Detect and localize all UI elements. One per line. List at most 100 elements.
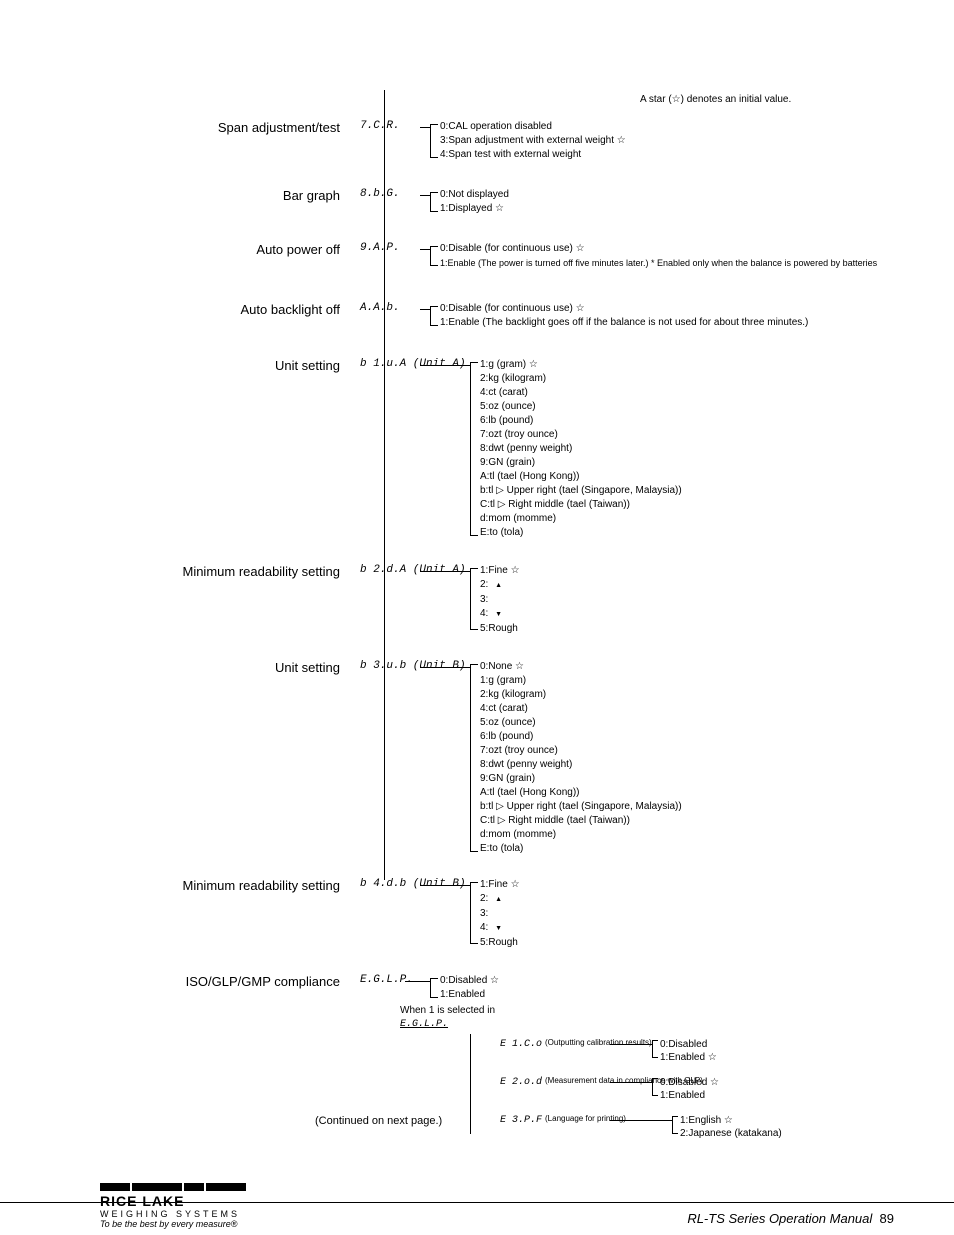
- option-line: 4:: [480, 921, 900, 936]
- option-line: 3:: [480, 593, 900, 607]
- option-line: 9:GN (grain): [480, 456, 900, 470]
- item-code: b 2.d.A (Unit A): [360, 564, 466, 576]
- item-options: 0:CAL operation disabled3:Span adjustmen…: [440, 120, 900, 162]
- item-code: b 1.u.A (Unit A): [360, 358, 466, 370]
- item-code: b 3.u.b (Unit B): [360, 660, 466, 672]
- option-line: 3:Span adjustment with external weight ☆: [440, 134, 900, 148]
- option-line: 2:Japanese (katakana): [680, 1127, 782, 1140]
- sub-options: 0:Disabled1:Enabled ☆: [660, 1038, 717, 1064]
- item-options: 0:Disable (for continuous use) ☆1:Enable…: [440, 302, 900, 330]
- option-line: 0:Not displayed: [440, 188, 900, 202]
- page-footer: RICE LAKE WEIGHING SYSTEMS To be the bes…: [0, 1202, 954, 1207]
- option-line: 8:dwt (penny weight): [480, 758, 900, 772]
- option-line: 1:Enable (The backlight goes off if the …: [440, 316, 900, 330]
- option-line: C:tl ▷ Right middle (tael (Taiwan)): [480, 814, 900, 828]
- menu-item: Span adjustment/test 7.C.R. 0:CAL operatio…: [160, 120, 900, 170]
- option-line: 2:: [480, 892, 900, 907]
- option-line: 4:Span test with external weight: [440, 148, 900, 162]
- option-line: 1:Enabled: [660, 1089, 719, 1102]
- item-options: 1:Fine ☆2: 3:4: 5:Rough: [480, 878, 900, 950]
- option-line: 0:Disable (for continuous use) ☆: [440, 242, 900, 256]
- option-line: 5:oz (ounce): [480, 716, 900, 730]
- menu-item: Unit setting b 1.u.A (Unit A) 1:g (gram) ☆…: [160, 358, 900, 546]
- item-options: 0:None ☆1:g (gram)2:kg (kilogram)4:ct (c…: [480, 660, 900, 856]
- menu-item: Bar graph 8.b.G. 0:Not displayed1:Displaye…: [160, 188, 900, 224]
- manual-title: RL-TS Series Operation Manual: [687, 1211, 872, 1226]
- option-line: 7:ozt (troy ounce): [480, 744, 900, 758]
- item-label: Auto power off: [160, 242, 350, 257]
- page-number: 89: [880, 1211, 894, 1226]
- sub-options: 1:English ☆2:Japanese (katakana): [680, 1114, 782, 1140]
- option-line: 9:GN (grain): [480, 772, 900, 786]
- item-label: Span adjustment/test: [160, 120, 350, 135]
- item-options: 0:Disable (for continuous use) ☆1:Enable…: [440, 242, 900, 270]
- item-options: 1:Fine ☆2: 3:4: 5:Rough: [480, 564, 900, 636]
- menu-item-glp: ISO/GLP/GMP compliance E.G.L.P. 0:Disabled…: [160, 974, 900, 1154]
- brand-tagline: To be the best by every measure®: [100, 1219, 290, 1229]
- option-line: 1:Displayed ☆: [440, 202, 900, 216]
- item-label: Minimum readability setting: [160, 878, 350, 893]
- option-line: 0:None ☆: [480, 660, 900, 674]
- option-line: 4:: [480, 607, 900, 622]
- brand-sub: WEIGHING SYSTEMS: [100, 1209, 290, 1219]
- option-line: 0:Disable (for continuous use) ☆: [440, 302, 900, 316]
- sub-code: E 1.C.o: [500, 1038, 542, 1052]
- option-line: A:tl (tael (Hong Kong)): [480, 786, 900, 800]
- option-line: 0:Disabled ☆: [660, 1076, 719, 1089]
- sub-desc: (Language for printing): [545, 1114, 626, 1123]
- brand-name: RICE LAKE: [100, 1193, 290, 1209]
- option-line: 2:kg (kilogram): [480, 372, 900, 386]
- option-line: b:tl ▷ Upper right (tael (Singapore, Mal…: [480, 800, 900, 814]
- item-label: Minimum readability setting: [160, 564, 350, 579]
- option-line: 0:CAL operation disabled: [440, 120, 900, 134]
- option-line: E:to (tola): [480, 842, 900, 856]
- option-line: 4:ct (carat): [480, 702, 900, 716]
- item-code: 9.A.P.: [360, 242, 400, 254]
- option-line: d:mom (momme): [480, 828, 900, 842]
- item-label: Unit setting: [160, 358, 350, 373]
- item-label: ISO/GLP/GMP compliance: [160, 974, 350, 989]
- brand-logo: RICE LAKE WEIGHING SYSTEMS To be the bes…: [100, 1183, 290, 1229]
- item-code: A.A.b.: [360, 302, 400, 314]
- option-line: 4:ct (carat): [480, 386, 900, 400]
- option-line: 0:Disabled ☆: [440, 974, 900, 988]
- menu-item: Auto power off 9.A.P. 0:Disable (for conti…: [160, 242, 900, 284]
- sub-options: 0:Disabled ☆1:Enabled: [660, 1076, 719, 1102]
- option-line: 1:English ☆: [680, 1114, 782, 1127]
- item-options: 0:Not displayed1:Displayed ☆: [440, 188, 900, 216]
- option-line: 5:Rough: [480, 622, 900, 636]
- item-code: E.G.L.P.: [360, 974, 413, 986]
- item-label: Unit setting: [160, 660, 350, 675]
- option-line: 1:g (gram): [480, 674, 900, 688]
- option-line: 5:oz (ounce): [480, 400, 900, 414]
- sub-code: E 2.o.d: [500, 1076, 542, 1090]
- option-line: 1:Enable (The power is turned off five m…: [440, 256, 900, 270]
- item-code: 8.b.G.: [360, 188, 400, 200]
- option-line: d:mom (momme): [480, 512, 900, 526]
- glp-sub-items: E 1.C.o(Outputting calibration results)0…: [500, 1032, 900, 1142]
- glp-when-note: When 1 is selected inE.G.L.P.: [400, 1004, 900, 1032]
- menu-item: Auto backlight offA.A.b.0:Disable (for c…: [160, 302, 900, 340]
- item-code: b 4.d.b (Unit B): [360, 878, 466, 890]
- option-line: 3:: [480, 907, 900, 921]
- option-line: 7:ozt (troy ounce): [480, 428, 900, 442]
- menu-item: Minimum readability setting b 2.d.A (Unit…: [160, 564, 900, 642]
- option-line: A:tl (tael (Hong Kong)): [480, 470, 900, 484]
- option-line: 1:Enabled: [440, 988, 900, 1002]
- option-line: 1:Fine ☆: [480, 564, 900, 578]
- glp-sub-row: E 2.o.d(Measurement data in compliance w…: [500, 1076, 900, 1104]
- glp-sub-row: E 3.P.F(Language for printing)1:English …: [500, 1114, 900, 1142]
- item-label: Bar graph: [160, 188, 350, 203]
- initial-value-note: A star (☆) denotes an initial value.: [640, 94, 791, 105]
- option-line: E:to (tola): [480, 526, 900, 540]
- option-line: b:tl ▷ Upper right (tael (Singapore, Mal…: [480, 484, 900, 498]
- option-line: 1:Fine ☆: [480, 878, 900, 892]
- item-options: 0:Disabled ☆1:Enabled: [440, 974, 900, 1002]
- option-line: 6:lb (pound): [480, 730, 900, 744]
- continued-note: (Continued on next page.): [315, 1115, 442, 1127]
- item-code: 7.C.R.: [360, 120, 400, 132]
- option-line: 6:lb (pound): [480, 414, 900, 428]
- menu-tree: Span adjustment/test 7.C.R. 0:CAL operatio…: [160, 120, 900, 1172]
- item-options: 1:g (gram) ☆2:kg (kilogram)4:ct (carat)5…: [480, 358, 900, 540]
- option-line: 8:dwt (penny weight): [480, 442, 900, 456]
